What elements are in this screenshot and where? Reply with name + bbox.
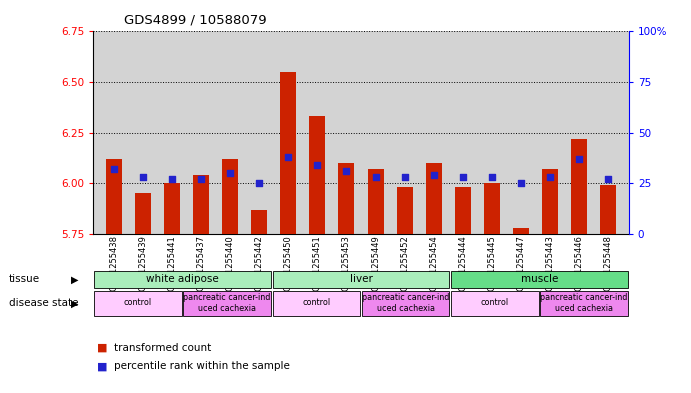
Point: [399, 174, 410, 180]
Text: liver: liver: [350, 274, 372, 284]
Text: pancreatic cancer-ind
uced cachexia: pancreatic cancer-ind uced cachexia: [540, 293, 628, 312]
Text: control: control: [303, 298, 330, 307]
Text: disease state: disease state: [9, 298, 79, 309]
Text: control: control: [124, 298, 152, 307]
Text: pancreatic cancer-ind
uced cachexia: pancreatic cancer-ind uced cachexia: [184, 293, 271, 312]
Bar: [94, 291, 182, 316]
Text: ■: ■: [97, 361, 107, 371]
Point: [108, 166, 119, 172]
Bar: [273, 271, 449, 288]
Point: [312, 162, 323, 168]
Bar: [183, 291, 271, 316]
Point: [138, 174, 149, 180]
Bar: [164, 183, 180, 234]
Text: transformed count: transformed count: [114, 343, 211, 353]
Point: [283, 154, 294, 160]
Bar: [451, 291, 539, 316]
Point: [370, 174, 381, 180]
Point: [486, 174, 498, 180]
Point: [545, 174, 556, 180]
Bar: [135, 193, 151, 234]
Text: white adipose: white adipose: [146, 274, 219, 284]
Text: tissue: tissue: [9, 274, 40, 285]
Bar: [273, 291, 360, 316]
Bar: [222, 159, 238, 234]
Text: ▶: ▶: [71, 274, 78, 285]
Bar: [571, 139, 587, 234]
Text: ▶: ▶: [71, 298, 78, 309]
Bar: [251, 209, 267, 234]
Bar: [426, 163, 442, 234]
Bar: [397, 187, 413, 234]
Point: [603, 176, 614, 182]
Bar: [455, 187, 471, 234]
Point: [225, 170, 236, 176]
Bar: [513, 228, 529, 234]
Bar: [542, 169, 558, 234]
Point: [167, 176, 178, 182]
Point: [196, 176, 207, 182]
Text: percentile rank within the sample: percentile rank within the sample: [114, 361, 290, 371]
Bar: [106, 159, 122, 234]
Point: [574, 156, 585, 162]
Bar: [193, 175, 209, 234]
Point: [515, 180, 527, 186]
Text: muscle: muscle: [521, 274, 558, 284]
Text: pancreatic cancer-ind
uced cachexia: pancreatic cancer-ind uced cachexia: [362, 293, 449, 312]
Point: [341, 168, 352, 174]
Text: control: control: [481, 298, 509, 307]
Text: ■: ■: [97, 343, 107, 353]
Text: GDS4899 / 10588079: GDS4899 / 10588079: [124, 14, 267, 27]
Point: [428, 172, 439, 178]
Bar: [362, 291, 449, 316]
Bar: [339, 163, 354, 234]
Point: [254, 180, 265, 186]
Bar: [484, 183, 500, 234]
Bar: [451, 271, 628, 288]
Bar: [310, 116, 325, 234]
Bar: [281, 72, 296, 234]
Bar: [600, 185, 616, 234]
Bar: [540, 291, 628, 316]
Bar: [94, 271, 271, 288]
Bar: [368, 169, 384, 234]
Point: [457, 174, 468, 180]
